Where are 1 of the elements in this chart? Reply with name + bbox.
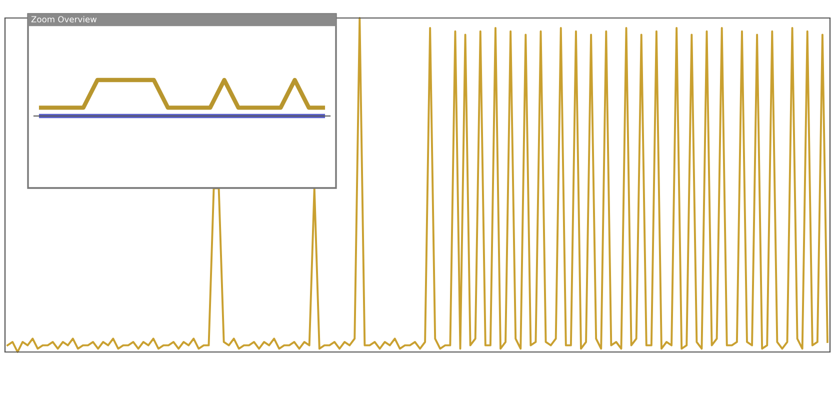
chart-title: Zoom Overview — [31, 16, 97, 22]
